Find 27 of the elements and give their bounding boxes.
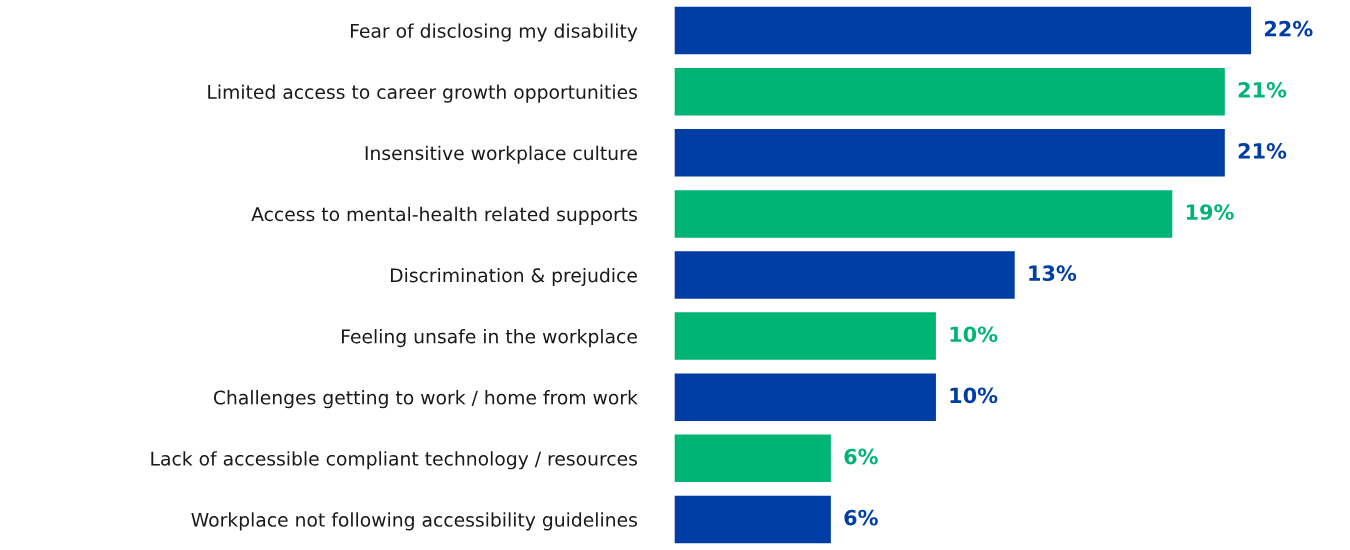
data-label: 6% (844, 448, 878, 465)
data-label: 21% (1238, 143, 1287, 159)
bar (674, 310, 938, 362)
bar (674, 127, 1227, 178)
bar (674, 249, 1017, 301)
data-label: 19% (1186, 204, 1234, 220)
y-tick-label: Lack of accessible compliant technology / resources (151, 451, 637, 470)
bar (674, 5, 1253, 56)
bar (674, 66, 1227, 117)
y-tick-label: Access to mental-health related supports (251, 206, 637, 225)
bar (674, 494, 833, 545)
data-label: 10% (950, 326, 998, 343)
bar (674, 372, 938, 423)
y-tick-label: Challenges getting to work / home from work (213, 390, 638, 409)
y-tick-label: Workplace not following accessibility guidelines (191, 512, 637, 531)
data-label: 6% (844, 509, 878, 526)
y-tick-label: Feeling unsafe in the workplace (342, 328, 637, 348)
bar (674, 188, 1174, 240)
y-tick-label: Limited access to career growth opportunities (208, 84, 637, 103)
data-label: 13% (1029, 265, 1077, 282)
bar (674, 433, 833, 484)
data-label: 22% (1264, 20, 1313, 37)
data-label: 21% (1238, 81, 1287, 98)
y-tick-label: Fear of disclosing my disability (350, 23, 638, 42)
y-tick-label: Discrimination & prejudice (391, 267, 637, 287)
data-label: 10% (950, 387, 998, 404)
y-tick-label: Insensitive workplace culture (365, 145, 637, 164)
